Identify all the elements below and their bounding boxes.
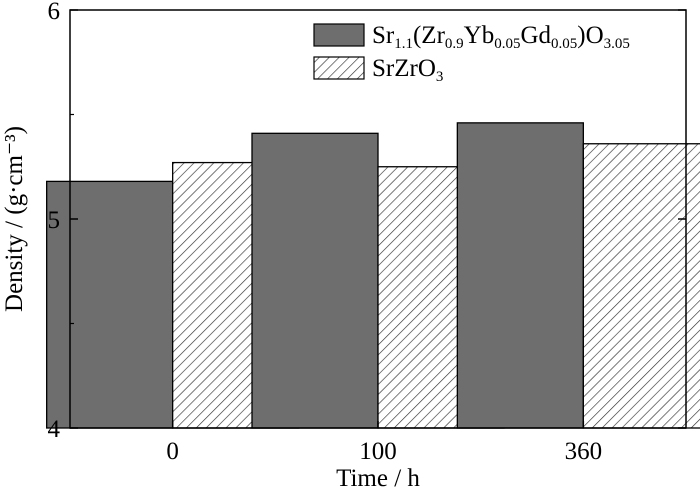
x-tick-label: 360 [565, 438, 603, 465]
legend-label-sr-zr-yb-gd: Sr1.1(Zr0.9Yb0.05Gd0.05)O3.05 [372, 22, 630, 52]
legend-swatch-srzro3 [313, 56, 365, 80]
y-tick-label: 5 [48, 207, 61, 234]
x-tick-label: 100 [359, 438, 397, 465]
y-axis-title: Density / (g·cm⁻³) [1, 126, 28, 312]
legend-label-srzro3: SrZrO3 [372, 55, 443, 85]
x-axis-title: Time / h [336, 465, 420, 492]
y-tick-label: 6 [48, 0, 61, 25]
bar-sr-zr-yb-gd-0 [46, 180, 174, 429]
bar-srzro3-360 [582, 143, 700, 429]
bar-sr-zr-yb-gd-100 [251, 132, 379, 429]
bars-layer [46, 122, 700, 429]
x-tick-label: 0 [166, 438, 179, 465]
ticks-layer: 0 100 360 4 5 6 [48, 0, 686, 465]
legend-swatch-sr-zr-yb-gd [313, 23, 365, 47]
bar-sr-zr-yb-gd-360 [456, 122, 584, 429]
y-tick-label: 4 [48, 416, 61, 443]
